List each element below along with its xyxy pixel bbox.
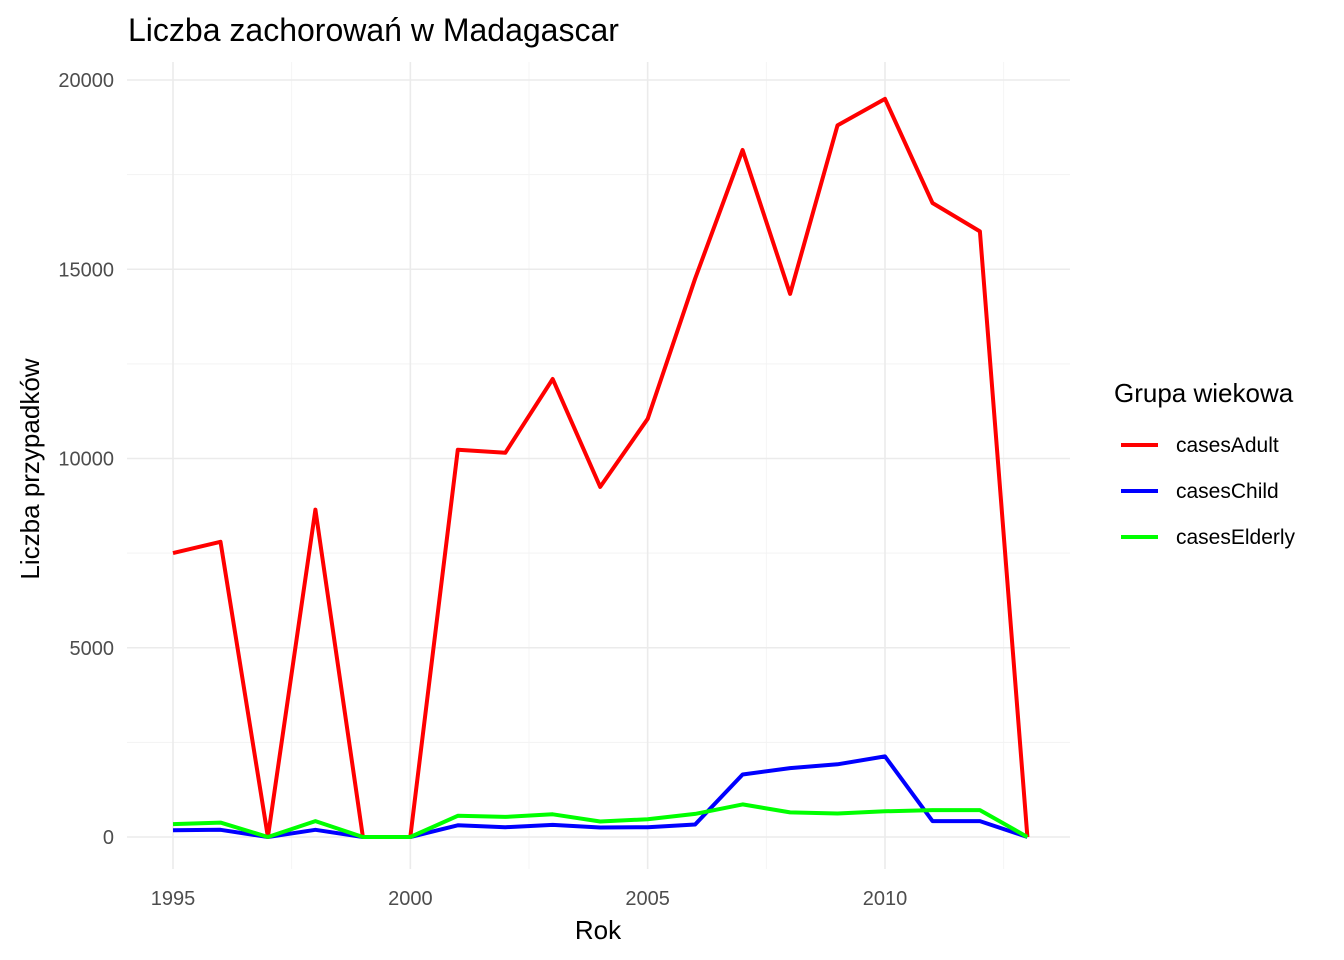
- x-tick-label: 2000: [388, 888, 433, 910]
- legend-title: Grupa wiekowa: [1114, 378, 1294, 408]
- legend-label-casesAdult: casesAdult: [1176, 434, 1279, 457]
- series-line-casesAdult: [172, 96, 1030, 839]
- series-line-casesChild: [172, 754, 1029, 839]
- x-axis-title: Rok: [575, 915, 622, 945]
- legend-items: casesAdult casesChild casesElderly: [1121, 434, 1296, 549]
- legend: Grupa wiekowa casesAdult casesChild casesE…: [1114, 378, 1296, 549]
- legend-label-casesChild: casesChild: [1176, 480, 1279, 503]
- x-tick-label: 1995: [151, 888, 196, 910]
- x-tick-label: 2010: [863, 888, 908, 910]
- y-tick-label: 20000: [58, 70, 114, 92]
- y-axis-ticks: 0 5000 10000 15000 20000: [58, 70, 114, 849]
- y-tick-label: 15000: [58, 259, 114, 281]
- chart-title: Liczba zachorowań w Madagascar: [128, 12, 619, 48]
- y-tick-label: 5000: [70, 638, 115, 660]
- series-lines: [172, 96, 1030, 839]
- x-axis-ticks: 1995 2000 2005 2010: [151, 888, 908, 910]
- grid: [127, 62, 1070, 869]
- x-tick-label: 2005: [625, 888, 670, 910]
- y-tick-label: 10000: [58, 449, 114, 471]
- series-line-casesElderly: [172, 802, 1029, 839]
- y-axis-title: Liczba przypadków: [15, 358, 45, 579]
- y-tick-label: 0: [103, 827, 114, 849]
- legend-label-casesElderly: casesElderly: [1176, 526, 1296, 549]
